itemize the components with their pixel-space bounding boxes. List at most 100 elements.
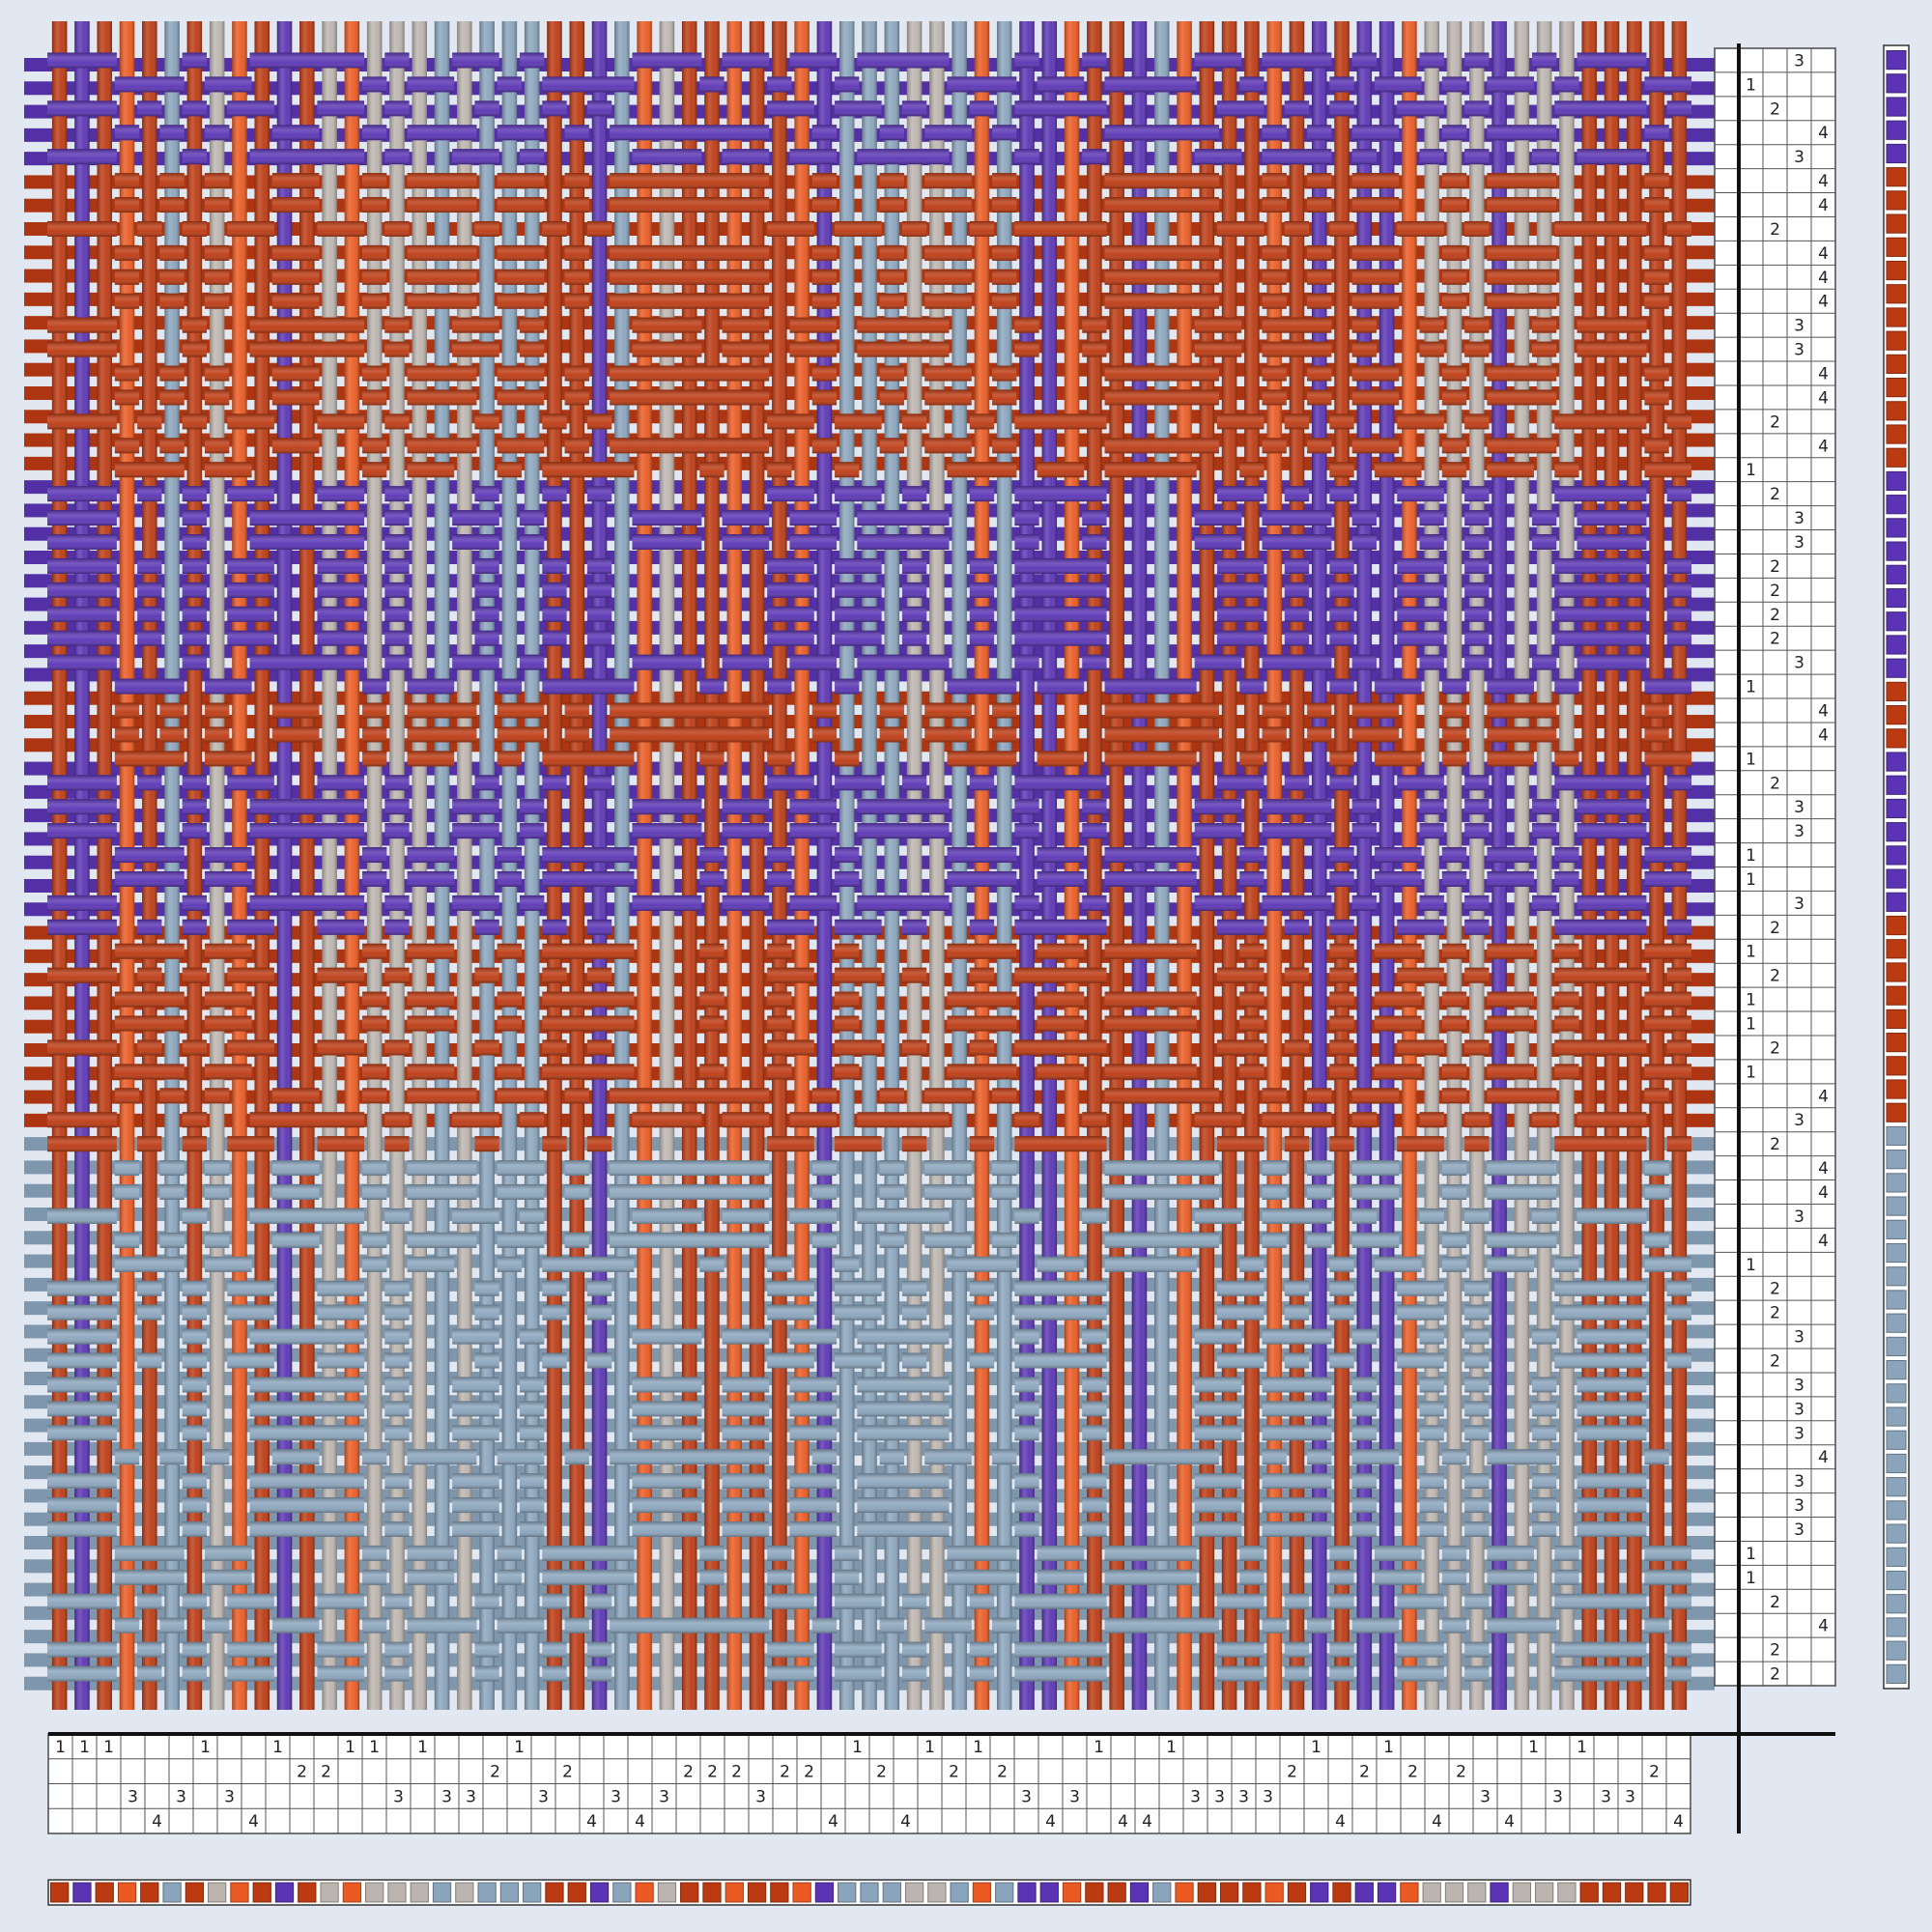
weft-float	[1599, 1280, 1625, 1296]
weft-float	[1262, 895, 1287, 911]
weft-float	[1307, 1520, 1332, 1537]
weft-float	[137, 630, 162, 646]
warp-thread	[142, 21, 157, 1710]
treadling-treadle-number: 3	[1794, 317, 1804, 336]
weft-float	[384, 895, 410, 911]
weft-float	[271, 52, 298, 69]
weft-float	[520, 726, 545, 743]
weft-float	[70, 557, 95, 574]
weft-float	[1239, 1064, 1264, 1080]
weft-float	[1374, 678, 1400, 695]
weft-float	[227, 775, 252, 791]
weft-float	[159, 943, 185, 959]
weft-float	[249, 823, 274, 839]
weft-float	[564, 76, 589, 93]
weft-float	[1509, 462, 1534, 478]
weft-float	[407, 1449, 432, 1465]
weft-float	[271, 799, 298, 815]
weft-float	[497, 389, 523, 406]
weft-float	[924, 173, 950, 189]
weft-float	[1644, 197, 1669, 213]
weft-float	[924, 1160, 950, 1177]
weft-float	[1351, 1377, 1377, 1393]
weft-float	[744, 389, 770, 406]
weft-float	[857, 52, 882, 69]
weft-float	[654, 1328, 680, 1345]
weft-float	[1194, 799, 1219, 815]
weft-float	[1351, 1425, 1377, 1441]
weft-float	[339, 557, 365, 574]
weft-float	[1599, 317, 1625, 333]
weft-float	[339, 1641, 365, 1658]
weft-float	[1622, 582, 1647, 598]
weft-float	[1150, 438, 1175, 454]
weft-float	[227, 919, 252, 935]
weft-float	[1262, 438, 1287, 454]
weft-float	[1104, 1449, 1129, 1465]
weft-float	[1509, 1569, 1534, 1585]
weft-float	[1531, 197, 1557, 213]
weft-float	[520, 799, 545, 815]
treadling-treadle-number: 4	[1818, 365, 1829, 384]
weft-float	[1419, 606, 1444, 622]
weft-float	[92, 895, 117, 911]
weft-float	[1284, 823, 1310, 839]
weft-float	[1307, 1449, 1332, 1465]
weft-float	[1531, 726, 1557, 743]
weft-float	[92, 149, 117, 165]
weft-float	[137, 967, 162, 983]
weft-float	[1374, 943, 1400, 959]
weft-float	[1262, 1232, 1287, 1248]
weft-float	[1014, 1352, 1039, 1369]
weft-float	[969, 967, 995, 983]
warp-thread	[1064, 21, 1080, 1710]
weft-float	[1644, 847, 1669, 864]
weft-float	[70, 149, 95, 165]
warp-color-swatch	[589, 1882, 610, 1903]
weft-float	[1351, 173, 1377, 189]
weft-float	[1599, 1377, 1625, 1393]
weft-float	[1307, 52, 1332, 69]
weft-float	[1351, 389, 1377, 406]
weft-float	[1216, 1520, 1242, 1537]
weft-float	[1284, 486, 1310, 502]
threading-shaft-number: 2	[1359, 1763, 1370, 1782]
weft-float	[1419, 1641, 1444, 1658]
weft-float	[384, 582, 410, 598]
weft-float	[789, 1520, 814, 1537]
weft-float	[182, 1377, 208, 1393]
weft-float	[47, 775, 72, 791]
warp-thread	[1334, 21, 1350, 1710]
weft-float	[1059, 751, 1085, 767]
weft-float	[699, 991, 724, 1008]
weft-float	[47, 1473, 72, 1490]
weft-float	[1509, 1184, 1534, 1201]
weft-float	[610, 438, 635, 454]
weft-float	[339, 533, 365, 550]
weft-float	[1441, 678, 1467, 695]
weft-float	[699, 678, 724, 695]
weft-float	[1284, 1280, 1310, 1296]
weft-float	[70, 1328, 95, 1345]
weft-float	[744, 341, 770, 357]
weft-float	[947, 751, 972, 767]
weft-float	[295, 726, 320, 743]
weft-float	[564, 244, 589, 261]
warp-color-swatch	[1219, 1882, 1239, 1903]
weft-float	[1216, 1112, 1242, 1128]
weft-float	[249, 895, 274, 911]
weft-float	[744, 1617, 770, 1634]
weft-float	[1374, 389, 1400, 406]
weft-float	[744, 1160, 770, 1177]
weft-float	[1397, 943, 1422, 959]
weft-float	[699, 1088, 724, 1104]
weft-float	[542, 1545, 567, 1561]
weft-float	[744, 823, 770, 839]
weft-float	[137, 1136, 162, 1152]
weft-float	[699, 943, 724, 959]
weft-float	[744, 726, 770, 743]
weft-float	[1329, 751, 1354, 767]
weft-float	[317, 149, 342, 165]
weft-float	[362, 943, 387, 959]
treadling-treadle-number: 4	[1818, 1448, 1829, 1467]
